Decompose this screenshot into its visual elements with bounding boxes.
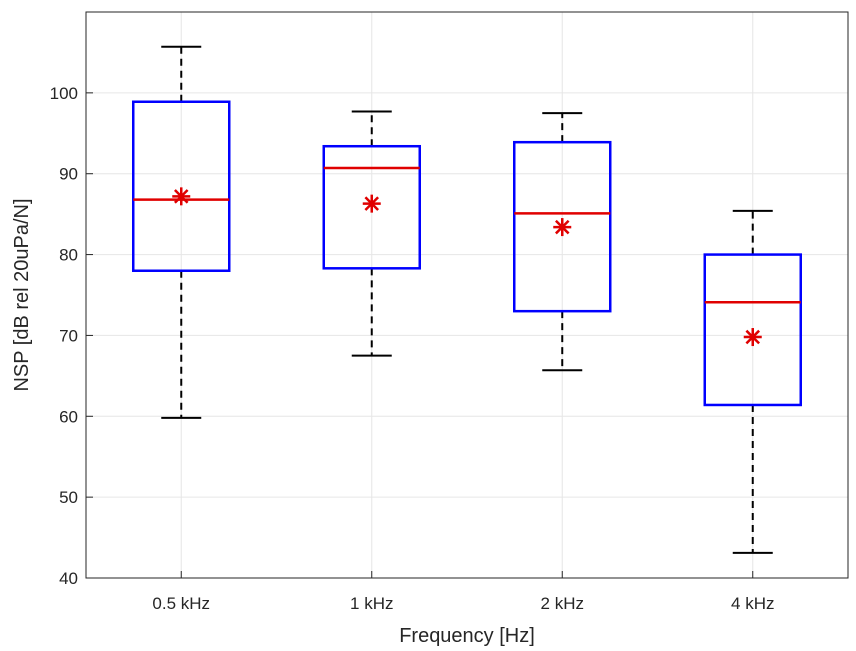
grid-lines xyxy=(86,12,848,579)
iqr-box xyxy=(703,253,802,407)
y-tick-label: 50 xyxy=(59,488,78,507)
x-axis-label: Frequency [Hz] xyxy=(399,625,535,647)
mean-marker xyxy=(362,194,381,213)
box-group xyxy=(513,112,612,372)
plot-area xyxy=(132,45,802,554)
mean-marker-stroke xyxy=(174,189,189,204)
y-tick-label: 80 xyxy=(59,246,78,265)
axes-frame xyxy=(85,11,849,579)
y-tick-label: 60 xyxy=(59,407,78,426)
mean-marker-stroke xyxy=(364,196,379,211)
x-tick-label: 4 kHz xyxy=(731,594,774,613)
mean-marker-stroke xyxy=(745,329,760,345)
y-axis-label: NSP [dB rel 20uPa/N] xyxy=(11,198,33,391)
y-tick-label: 40 xyxy=(59,569,78,588)
axis-ticks: 40 50 60 70 80 90 100 0.5 kHz 1 kHz 2 kHz 4 kHz xyxy=(50,84,775,613)
mean-marker-stroke xyxy=(555,219,570,235)
mean-marker xyxy=(553,218,572,237)
iqr-box xyxy=(322,144,421,270)
mean-marker xyxy=(743,328,762,347)
box-group xyxy=(132,45,231,419)
box-group xyxy=(703,209,802,554)
box-group xyxy=(322,110,421,357)
y-tick-label: 100 xyxy=(50,84,78,103)
iqr-box xyxy=(513,140,612,313)
x-tick-label: 2 kHz xyxy=(541,594,584,613)
y-tick-label: 90 xyxy=(59,165,78,184)
iqr-box xyxy=(132,100,231,272)
x-tick-label: 1 kHz xyxy=(350,594,393,613)
x-tick-label: 0.5 kHz xyxy=(152,594,210,613)
mean-marker xyxy=(172,187,191,206)
y-tick-label: 70 xyxy=(59,326,78,345)
